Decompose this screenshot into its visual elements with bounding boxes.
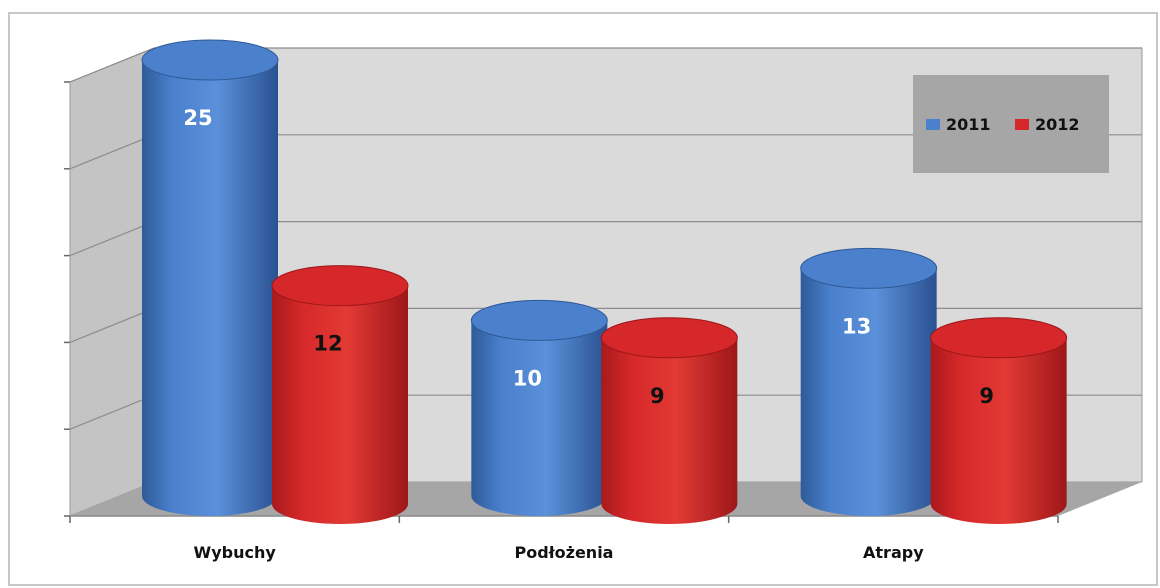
side-wall — [69, 47, 155, 517]
legend-swatch — [1015, 119, 1029, 130]
bar — [272, 285, 408, 524]
category-label: Podłożenia — [515, 543, 614, 562]
bar-group: 9 — [600, 317, 738, 524]
legend-label: 2011 — [946, 115, 991, 134]
bar — [142, 60, 278, 516]
bar-group: 13 — [800, 247, 938, 516]
legend-swatch — [926, 119, 940, 130]
legend-box — [913, 75, 1109, 173]
bar — [800, 268, 937, 516]
data-label: 9 — [650, 384, 665, 408]
bar — [601, 337, 738, 524]
bar-top — [272, 265, 408, 306]
bar — [930, 337, 1067, 524]
bar-top-edge — [271, 265, 409, 307]
bar-top — [471, 300, 608, 341]
bar — [471, 320, 608, 516]
data-label: 25 — [183, 106, 212, 130]
bar-top-edge — [600, 317, 738, 359]
bar-group: 12 — [271, 265, 409, 524]
data-label: 12 — [313, 332, 342, 356]
category-label: Wybuchy — [194, 543, 277, 562]
bar-top — [800, 248, 937, 289]
bar-top — [601, 317, 738, 358]
bar-group: 25 — [141, 39, 279, 516]
gridline-side — [69, 47, 155, 83]
gridline-side — [69, 394, 155, 430]
legend: 2011 2012 — [913, 75, 1109, 173]
gridline-side — [69, 221, 155, 257]
bar-top — [142, 40, 278, 80]
category-label: Atrapy — [863, 543, 924, 562]
bar-group: 10 — [470, 299, 608, 516]
gridline-side — [69, 307, 155, 343]
bar-top-edge — [800, 247, 938, 289]
bar-top-edge — [141, 39, 279, 81]
data-label: 13 — [842, 314, 871, 338]
bar-top — [930, 317, 1067, 358]
bar-top-edge — [470, 299, 608, 341]
legend-label: 2012 — [1035, 115, 1080, 134]
bar-top-edge — [930, 317, 1068, 359]
gridline-side — [69, 134, 155, 170]
bar-group: 9 — [930, 317, 1068, 524]
data-label: 10 — [513, 366, 542, 390]
data-label: 9 — [979, 384, 994, 408]
